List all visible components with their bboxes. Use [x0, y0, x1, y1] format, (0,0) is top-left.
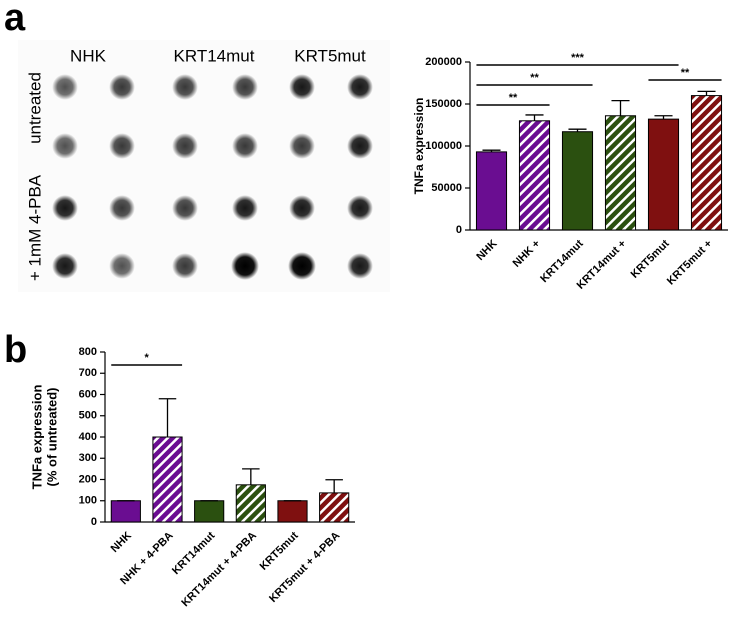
- dot: [347, 74, 373, 100]
- y-tick-label: 100000: [425, 140, 462, 152]
- error-bar: [697, 90, 716, 96]
- y-axis-label: TNFa expression: [412, 98, 426, 195]
- bar: [475, 151, 508, 231]
- error-bar: [611, 99, 630, 116]
- dot: [109, 74, 135, 100]
- y-axis-label: (% of untreated): [44, 388, 59, 487]
- blot-row-label: untreated: [25, 72, 44, 144]
- blot-column-label: KRT5mut: [294, 46, 366, 65]
- bar: [194, 500, 225, 523]
- dot: [289, 133, 315, 159]
- x-tick-label: KRT5mut: [258, 529, 301, 572]
- error-bar: [482, 149, 501, 152]
- significance-label: *: [145, 352, 150, 364]
- error-bar: [242, 468, 260, 485]
- dot: [232, 195, 258, 221]
- dot: [347, 195, 373, 221]
- dot: [289, 195, 315, 221]
- significance-label: **: [509, 92, 518, 104]
- significance-label: **: [530, 72, 539, 84]
- bar: [319, 492, 350, 523]
- dot: [109, 253, 135, 279]
- panel-label: a: [4, 0, 26, 39]
- dot: [109, 133, 135, 159]
- bar: [690, 95, 723, 231]
- y-tick-label: 0: [91, 516, 97, 528]
- significance-label: **: [681, 67, 690, 79]
- bar: [604, 115, 637, 231]
- error-bar: [158, 398, 177, 437]
- error-bar: [654, 115, 673, 120]
- y-tick-label: 600: [79, 388, 97, 400]
- dot: [231, 252, 259, 280]
- y-tick-label: 0: [456, 224, 462, 236]
- y-tick-label: 300: [79, 452, 97, 464]
- significance-label: ***: [571, 52, 585, 64]
- x-tick-label: KRT5mut +: [665, 238, 715, 288]
- bar: [561, 131, 594, 231]
- y-tick-label: 800: [79, 346, 97, 358]
- panel-label: b: [4, 329, 27, 371]
- error-bar: [325, 479, 343, 493]
- dot: [232, 133, 258, 159]
- y-tick-label: 150000: [425, 98, 462, 110]
- dot: [288, 252, 316, 280]
- dot-blot: NHK KRT14mut KRT5mut untreated + 1mM 4-P…: [18, 40, 390, 292]
- dot: [172, 195, 198, 221]
- dot: [172, 74, 198, 100]
- y-tick-label: 700: [79, 367, 97, 379]
- bar: [152, 436, 183, 523]
- dot: [52, 133, 78, 159]
- x-tick-label: NHK: [474, 238, 499, 263]
- x-tick-label: KRT14mut + 4-PBA: [179, 530, 259, 610]
- blot-column-label: NHK: [70, 46, 107, 65]
- dot: [232, 74, 258, 100]
- y-tick-label: 50000: [431, 182, 462, 194]
- blot-row-label: + 1mM 4-PBA: [25, 174, 44, 281]
- x-tick-label: NHK: [109, 530, 134, 555]
- bar: [110, 500, 141, 523]
- y-tick-label: 100: [79, 495, 97, 507]
- y-axis-label: TNFa expression: [29, 385, 44, 490]
- dot: [172, 133, 198, 159]
- dot: [52, 253, 78, 279]
- bar: [647, 118, 680, 231]
- bar: [277, 500, 308, 523]
- dot: [347, 133, 373, 159]
- blot-column-label: KRT14mut: [174, 46, 255, 65]
- y-tick-label: 200000: [425, 56, 462, 68]
- dot: [52, 74, 78, 100]
- x-tick-label: NHK +: [511, 238, 543, 270]
- error-bar: [568, 128, 587, 132]
- error-bar: [525, 114, 544, 121]
- y-tick-label: 200: [79, 473, 97, 485]
- dot: [109, 195, 135, 221]
- bar: [235, 484, 266, 523]
- dot: [52, 195, 78, 221]
- dot: [289, 74, 315, 100]
- x-tick-label: KRT5mut + 4-PBA: [267, 530, 342, 605]
- blot-background: [18, 40, 390, 292]
- y-tick-label: 400: [79, 431, 97, 443]
- bar: [518, 120, 551, 231]
- dot: [347, 253, 373, 279]
- dots: [52, 74, 373, 280]
- dot: [172, 253, 198, 279]
- x-tick-label: KRT5mut: [629, 237, 672, 280]
- y-tick-label: 500: [79, 410, 97, 422]
